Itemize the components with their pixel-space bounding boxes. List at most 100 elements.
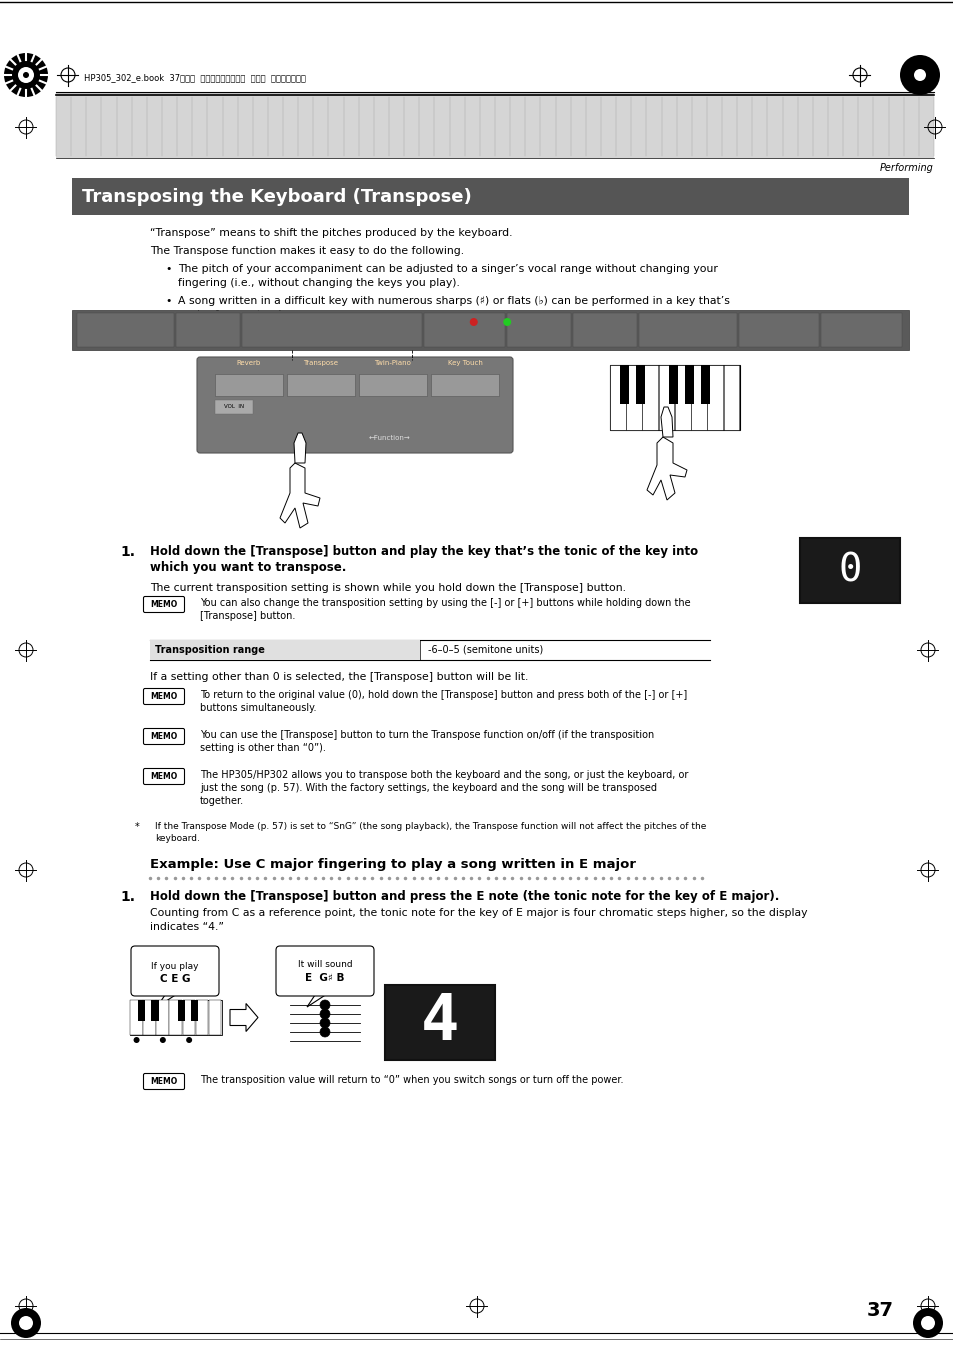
Bar — [385, 985, 495, 1061]
Text: Example: Use C major fingering to play a song written in E major: Example: Use C major fingering to play a… — [150, 858, 636, 871]
Text: easier for you to play.: easier for you to play. — [178, 309, 296, 320]
Bar — [143, 1000, 155, 1035]
Circle shape — [23, 72, 29, 78]
Bar — [424, 313, 504, 347]
Circle shape — [920, 1316, 934, 1329]
Text: VOL  IN: VOL IN — [224, 404, 244, 409]
Text: The transposition value will return to “0” when you switch songs or turn off the: The transposition value will return to “… — [200, 1075, 623, 1085]
Text: MEMO: MEMO — [151, 732, 177, 740]
Text: •: • — [165, 263, 172, 274]
Text: You can use the [Transpose] button to turn the Transpose function on/off (if the: You can use the [Transpose] button to tu… — [200, 730, 654, 740]
Bar — [176, 313, 240, 347]
Text: The HP305/HP302 allows you to transpose both the keyboard and the song, or just : The HP305/HP302 allows you to transpose … — [200, 770, 688, 780]
Circle shape — [319, 1009, 330, 1019]
Circle shape — [160, 1038, 166, 1043]
Circle shape — [503, 317, 511, 326]
Text: A song written in a difficult key with numerous sharps (♯) or flats (♭) can be p: A song written in a difficult key with n… — [178, 296, 729, 307]
Bar — [619, 365, 628, 404]
Bar — [0, 0, 953, 170]
Bar — [641, 365, 658, 430]
Circle shape — [319, 1000, 330, 1011]
Text: If the Transpose Mode (p. 57) is set to “SnG” (the song playback), the Transpose: If the Transpose Mode (p. 57) is set to … — [154, 821, 705, 831]
Circle shape — [319, 1000, 330, 1011]
Text: setting is other than “0”).: setting is other than “0”). — [200, 743, 326, 753]
Text: 37: 37 — [866, 1301, 893, 1320]
Text: You can also change the transposition setting by using the [-] or [+] buttons wh: You can also change the transposition se… — [200, 598, 690, 608]
Text: keyboard.: keyboard. — [154, 834, 200, 843]
Circle shape — [319, 1019, 330, 1028]
Bar — [684, 365, 693, 404]
Circle shape — [913, 69, 925, 81]
Text: 1.: 1. — [120, 890, 135, 904]
Text: 1.: 1. — [120, 544, 135, 559]
Bar — [242, 313, 422, 347]
Bar — [707, 365, 722, 430]
Circle shape — [19, 1316, 33, 1329]
Polygon shape — [307, 992, 330, 1006]
Bar — [77, 313, 174, 347]
Circle shape — [319, 1027, 330, 1038]
Text: fingering (i.e., without changing the keys you play).: fingering (i.e., without changing the ke… — [178, 278, 459, 288]
FancyBboxPatch shape — [143, 689, 184, 704]
Circle shape — [319, 1009, 330, 1019]
Circle shape — [319, 1019, 330, 1028]
Text: C E G: C E G — [159, 974, 190, 984]
Bar — [700, 365, 710, 404]
Bar — [609, 365, 740, 430]
Circle shape — [319, 1027, 330, 1038]
Bar — [431, 374, 498, 396]
Text: Hold down the [Transpose] button and press the E note (the tonic note for the ke: Hold down the [Transpose] button and pre… — [150, 890, 779, 902]
Bar — [182, 1000, 195, 1035]
Polygon shape — [230, 1004, 257, 1032]
Text: just the song (p. 57). With the factory settings, the keyboard and the song will: just the song (p. 57). With the factory … — [200, 784, 657, 793]
Text: together.: together. — [200, 796, 244, 807]
Text: “Transpose” means to shift the pitches produced by the keyboard.: “Transpose” means to shift the pitches p… — [150, 228, 512, 238]
Text: [Transpose] button.: [Transpose] button. — [200, 611, 295, 621]
Text: If you play: If you play — [152, 962, 198, 971]
Bar — [639, 313, 736, 347]
Bar — [152, 1000, 158, 1021]
Text: Key Touch: Key Touch — [447, 359, 482, 366]
Circle shape — [18, 68, 34, 82]
Bar — [156, 1000, 169, 1035]
Bar — [200, 359, 510, 450]
Circle shape — [4, 53, 48, 97]
Text: To return to the original value (0), hold down the [Transpose] button and press : To return to the original value (0), hol… — [200, 690, 686, 700]
Bar — [625, 365, 641, 430]
Text: HP305_302_e.book  37ページ  ２０１０年１月５日  火曜日  午後１２時２分: HP305_302_e.book 37ページ ２０１０年１月５日 火曜日 午後１… — [84, 73, 306, 82]
Bar — [71, 309, 908, 350]
Bar — [573, 313, 637, 347]
FancyBboxPatch shape — [143, 769, 184, 785]
FancyBboxPatch shape — [196, 357, 513, 453]
Text: MEMO: MEMO — [151, 600, 177, 609]
Text: The current transposition setting is shown while you hold down the [Transpose] b: The current transposition setting is sho… — [150, 584, 625, 593]
Text: Hold down the [Transpose] button and play the key that’s the tonic of the key in: Hold down the [Transpose] button and pla… — [150, 544, 698, 558]
Bar — [800, 538, 899, 603]
Circle shape — [321, 1028, 328, 1035]
Polygon shape — [157, 992, 180, 1006]
Text: Reverb: Reverb — [236, 359, 261, 366]
Text: 0: 0 — [838, 551, 861, 589]
Polygon shape — [646, 436, 686, 500]
Bar — [138, 1000, 145, 1021]
Circle shape — [186, 1038, 192, 1043]
Text: -6–0–5 (semitone units): -6–0–5 (semitone units) — [428, 644, 542, 655]
Text: Counting from C as a reference point, the tonic note for the key of E major is f: Counting from C as a reference point, th… — [150, 908, 806, 917]
Bar — [821, 313, 901, 347]
Bar — [150, 640, 419, 661]
Bar — [177, 1000, 185, 1021]
Bar — [170, 1000, 182, 1035]
Text: If a setting other than 0 is selected, the [Transpose] button will be lit.: If a setting other than 0 is selected, t… — [150, 671, 528, 682]
Text: E  G♯ B: E G♯ B — [305, 973, 344, 984]
Bar — [659, 365, 674, 430]
Bar — [506, 313, 571, 347]
FancyBboxPatch shape — [143, 728, 184, 744]
Circle shape — [899, 55, 939, 95]
Text: Transposing the Keyboard (Transpose): Transposing the Keyboard (Transpose) — [82, 188, 471, 205]
Text: buttons simultaneously.: buttons simultaneously. — [200, 703, 316, 713]
Text: MEMO: MEMO — [151, 771, 177, 781]
Text: which you want to transpose.: which you want to transpose. — [150, 561, 346, 574]
Text: The pitch of your accompaniment can be adjusted to a singer’s vocal range withou: The pitch of your accompaniment can be a… — [178, 263, 717, 274]
FancyBboxPatch shape — [275, 946, 374, 996]
Bar — [636, 365, 644, 404]
